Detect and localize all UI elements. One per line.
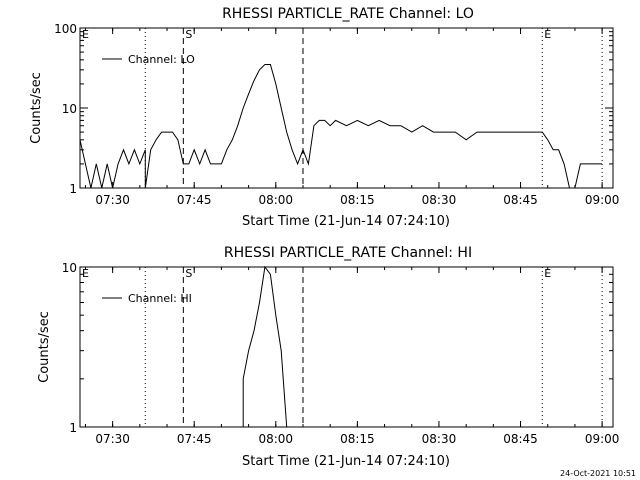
marker-label-lo: S xyxy=(185,28,192,41)
x-tick-label-hi: 08:45 xyxy=(503,432,538,446)
x-tick-label-hi: 08:30 xyxy=(422,432,457,446)
panel-lo-axes: 07:30 07:45 08:00 08:15 08:30 08:45 09:00 1 10 10… xyxy=(54,22,619,207)
panel-hi-frame xyxy=(79,266,614,428)
x-tick-label-hi: 07:45 xyxy=(177,432,212,446)
x-tick-label-lo: 08:45 xyxy=(503,193,538,207)
panel-hi-ylabel: Counts/sec xyxy=(37,311,52,383)
marker-label-lo: E xyxy=(544,28,551,41)
y-tick-label-hi: 1 xyxy=(69,421,77,435)
series-line-lo xyxy=(79,64,603,189)
panel-lo-frame xyxy=(79,27,614,189)
series-line-hi xyxy=(242,265,288,428)
y-tick-label-lo: 10 xyxy=(62,102,77,116)
x-tick-label-hi: 08:15 xyxy=(340,432,375,446)
legend-label-hi: Channel: HI xyxy=(128,292,192,305)
x-tick-label-lo: 07:30 xyxy=(95,193,130,207)
x-tick-label-hi: 07:30 xyxy=(95,432,130,446)
panel-hi: RHESSI PARTICLE_RATE Channel: HI 07:30 07… xyxy=(37,245,619,469)
panel-lo: RHESSI PARTICLE_RATE Channel: LO 07:30 07… xyxy=(29,6,619,229)
panel-hi-title: RHESSI PARTICLE_RATE Channel: HI xyxy=(224,245,472,261)
panel-lo-ylabel: Counts/sec xyxy=(29,72,44,144)
y-tick-label-hi: 10 xyxy=(62,261,77,275)
legend-label-lo: Channel: LO xyxy=(128,53,195,66)
x-tick-label-hi: 08:00 xyxy=(258,432,293,446)
panel-hi-xlabel: Start Time (21-Jun-14 07:24:10) xyxy=(242,454,450,469)
x-tick-label-lo: 08:15 xyxy=(340,193,375,207)
y-tick-label-lo: 1 xyxy=(69,182,77,196)
y-tick-label-lo: 100 xyxy=(54,22,77,36)
x-tick-label-lo: 07:45 xyxy=(177,193,212,207)
panel-hi-axes: 07:30 07:45 08:00 08:15 08:30 08:45 09:00 1 10 xyxy=(62,261,620,446)
marker-label-hi: E xyxy=(82,267,89,280)
x-tick-label-lo: 09:00 xyxy=(585,193,620,207)
panel-lo-title: RHESSI PARTICLE_RATE Channel: LO xyxy=(222,6,474,22)
footer-timestamp: 24-Oct-2021 10:51 xyxy=(560,469,636,478)
marker-label-hi: E xyxy=(544,267,551,280)
x-tick-label-lo: 08:00 xyxy=(258,193,293,207)
x-tick-label-lo: 08:30 xyxy=(422,193,457,207)
x-tick-label-hi: 09:00 xyxy=(585,432,620,446)
marker-label-hi: S xyxy=(185,267,192,280)
panel-lo-xlabel: Start Time (21-Jun-14 07:24:10) xyxy=(242,214,450,229)
marker-label-lo: E xyxy=(82,28,89,41)
